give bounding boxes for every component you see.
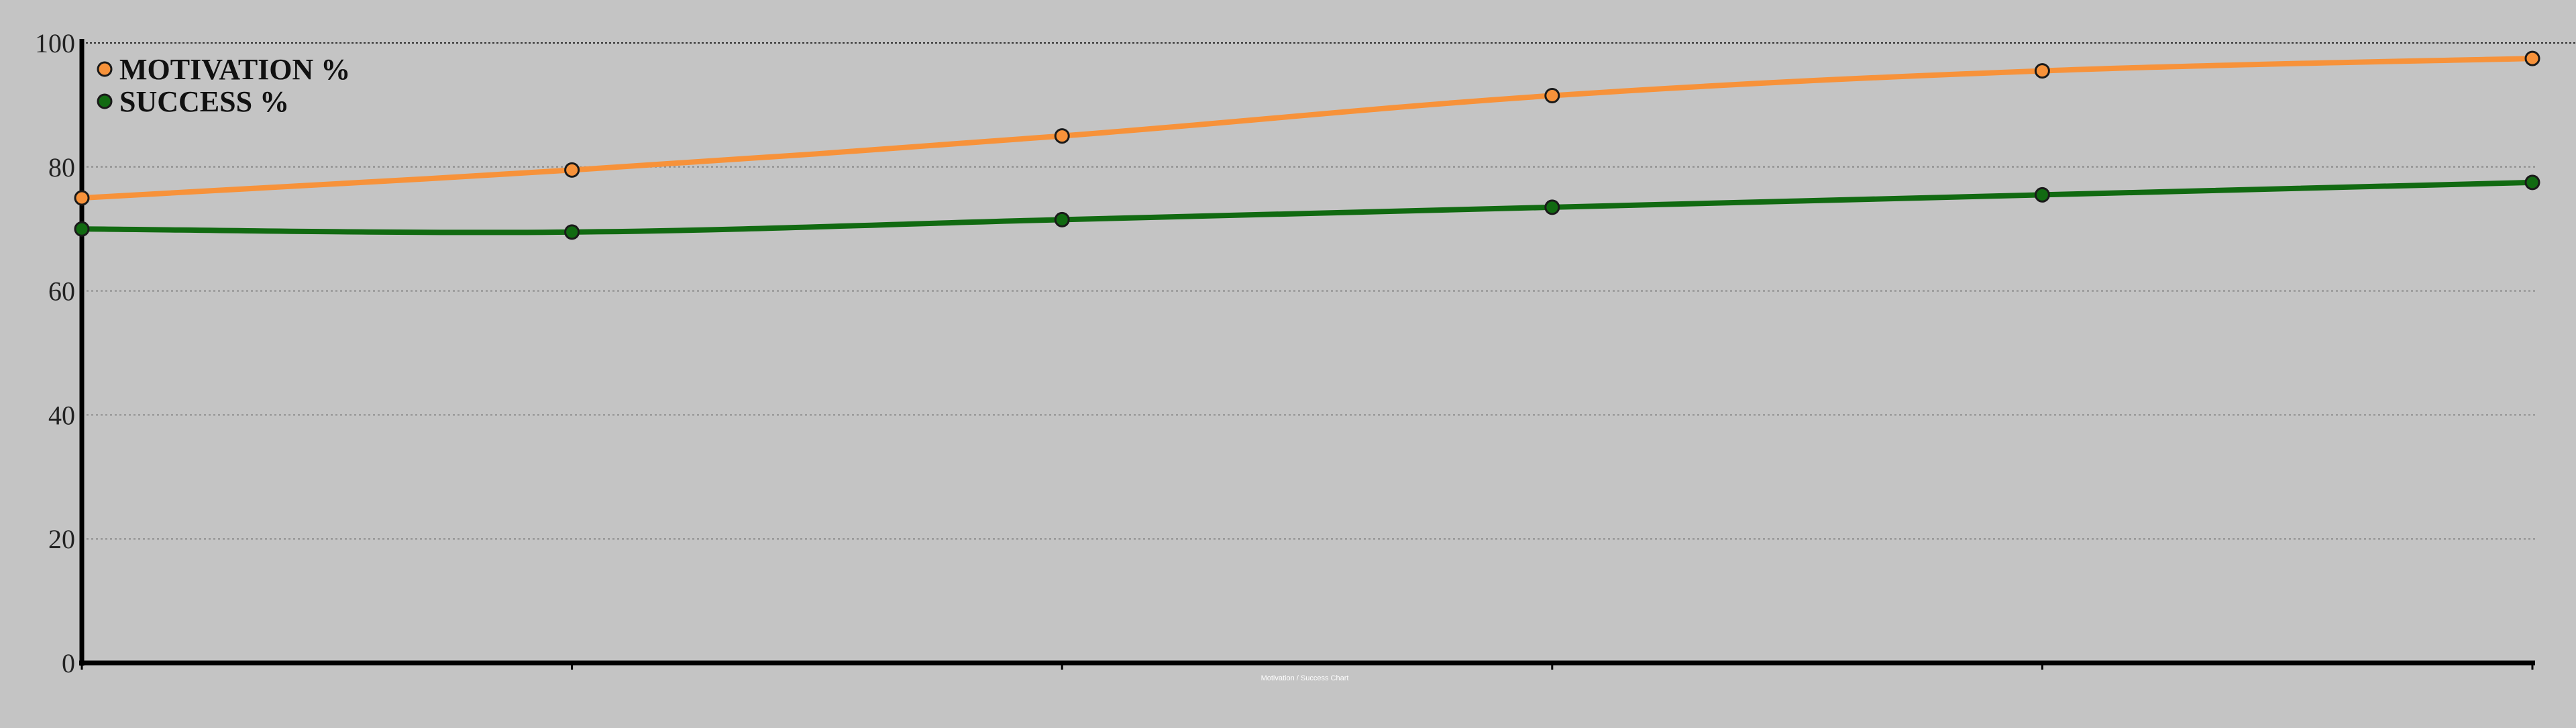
data-point-motivation [2034, 63, 2050, 79]
data-point-motivation [2524, 50, 2540, 66]
legend: MOTIVATION %SUCCESS % [97, 53, 350, 118]
y-tick-label: 0 [62, 648, 75, 678]
data-point-success [2524, 174, 2540, 191]
y-tick-label: 100 [35, 28, 75, 58]
grid-lines [82, 42, 2576, 540]
y-tick-label: 80 [48, 152, 75, 183]
data-point-success [74, 221, 90, 237]
legend-marker-success [97, 93, 113, 109]
y-tick-label: 20 [48, 524, 75, 554]
data-point-motivation [564, 162, 580, 178]
y-tick-label: 40 [48, 400, 75, 430]
y-tick-label: 60 [48, 276, 75, 307]
legend-label-motivation: MOTIVATION % [119, 53, 350, 86]
legend-label-success: SUCCESS % [119, 85, 289, 118]
legend-marker-motivation [97, 61, 113, 77]
series-line-success [81, 179, 2533, 236]
data-point-success [2034, 187, 2050, 203]
series-lines [81, 56, 2533, 236]
axes: 0 20 40 60 80 100 [35, 28, 2535, 678]
footer-text: Motivation / Success Chart [1261, 674, 1349, 682]
data-point-motivation [1054, 128, 1070, 144]
series-line-motivation [81, 56, 2533, 201]
data-point-success [1544, 199, 1560, 215]
data-point-success [1054, 211, 1070, 227]
data-point-success [564, 224, 580, 240]
data-point-motivation [74, 190, 90, 206]
data-point-motivation [1544, 88, 1560, 104]
data-points [74, 50, 2540, 240]
